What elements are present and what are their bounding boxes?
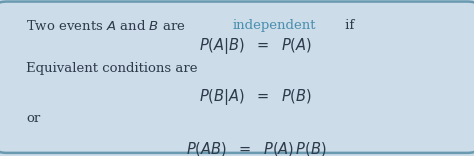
Text: or: or (26, 112, 40, 125)
Text: $P(A|B)\ \ =\ \ P(A)$: $P(A|B)\ \ =\ \ P(A)$ (200, 36, 312, 56)
Text: $P(AB)\ \ =\ \ P(A)\,P(B)$: $P(AB)\ \ =\ \ P(A)\,P(B)$ (186, 140, 326, 156)
Text: $P(B|A)\ \ =\ \ P(B)$: $P(B|A)\ \ =\ \ P(B)$ (200, 87, 312, 107)
Text: Equivalent conditions are: Equivalent conditions are (26, 62, 198, 75)
Text: independent: independent (233, 19, 316, 32)
Text: Two events $A$ and $B$ are: Two events $A$ and $B$ are (26, 19, 186, 33)
FancyBboxPatch shape (0, 2, 474, 153)
Text: if: if (340, 19, 354, 32)
